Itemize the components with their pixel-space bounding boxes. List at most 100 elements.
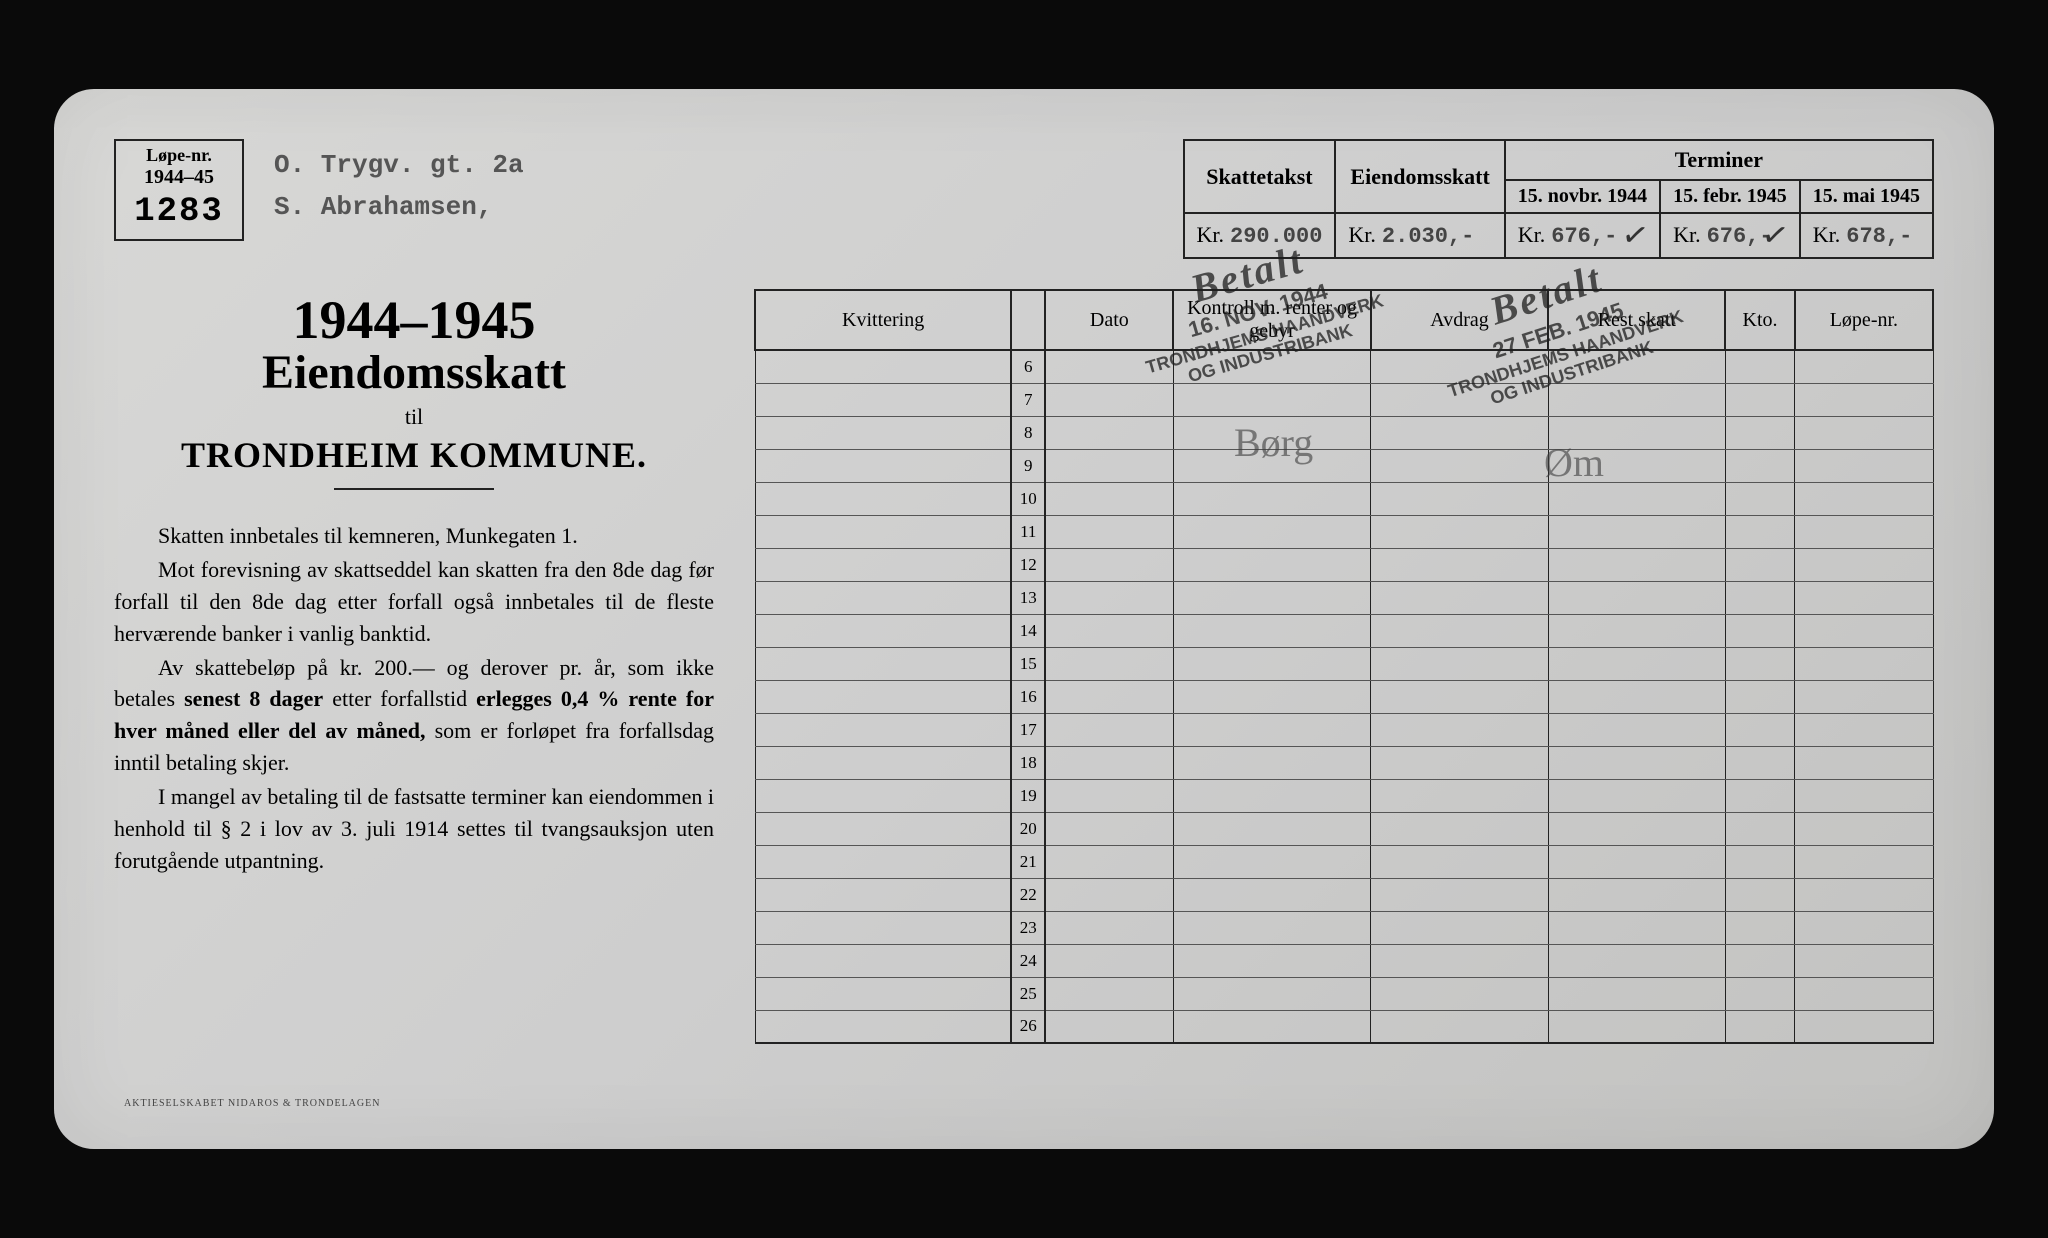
cell-rownum: 14 [1011,614,1045,647]
cell-kvittering [755,845,1011,878]
ledger-row: 25 [755,977,1933,1010]
cell-kto [1725,581,1794,614]
ledger-row: 6 [755,350,1933,383]
cell-kvittering [755,581,1011,614]
ledger-row: 26 [755,1010,1933,1043]
cell-kvittering [755,350,1011,383]
cell-avdrag [1371,350,1549,383]
cell-kontroll [1173,350,1370,383]
cell-kvittering [755,944,1011,977]
cell-kontroll [1173,581,1370,614]
cell-avdrag [1371,746,1549,779]
cell-kvittering [755,812,1011,845]
cell-rest [1548,350,1725,383]
cell-rownum: 8 [1011,416,1045,449]
cell-lope [1795,515,1933,548]
lh-kontroll: Kontroll m. renter og gebyr [1173,290,1370,350]
cell-avdrag [1371,779,1549,812]
cell-rest [1548,515,1725,548]
lope-label: Løpe-nr. [126,145,232,166]
cell-rest [1548,383,1725,416]
cell-kvittering [755,383,1011,416]
cell-rest [1548,812,1725,845]
ledger-row: 12 [755,548,1933,581]
cell-rest [1548,911,1725,944]
cell-rownum: 6 [1011,350,1045,383]
cell-kvittering [755,1010,1011,1043]
cell-dato [1045,911,1173,944]
title-rule [334,488,494,490]
cell-lope [1795,845,1933,878]
cell-lope [1795,812,1933,845]
cell-lope [1795,614,1933,647]
cell-lope [1795,383,1933,416]
cell-kto [1725,383,1794,416]
cell-lope [1795,482,1933,515]
cell-kontroll [1173,713,1370,746]
cell-kto [1725,878,1794,911]
ledger-table: Kvittering Dato Kontroll m. renter og ge… [754,289,1934,1044]
cell-lope [1795,1010,1933,1043]
cell-kontroll [1173,944,1370,977]
cell-avdrag [1371,482,1549,515]
cell-avdrag [1371,812,1549,845]
cell-kto [1725,944,1794,977]
checkmark-icon: ✓ [1759,214,1792,256]
cell-dato [1045,944,1173,977]
cell-lope [1795,911,1933,944]
para-1: Skatten innbetales til kemneren, Munkega… [114,520,714,552]
cell-avdrag [1371,614,1549,647]
cell-kto [1725,779,1794,812]
cell-rownum: 7 [1011,383,1045,416]
cell-kvittering [755,614,1011,647]
cell-kto [1725,713,1794,746]
ledger-row: 23 [755,911,1933,944]
cell-kvittering [755,647,1011,680]
term-date-1: 15. novbr. 1944 [1505,180,1660,213]
cell-kto [1725,515,1794,548]
cell-avdrag [1371,449,1549,482]
ledger-row: 24 [755,944,1933,977]
cell-eiendomsskatt: Kr.2.030,- [1335,213,1504,258]
cell-kvittering [755,779,1011,812]
lh-dato: Dato [1045,290,1173,350]
cell-kto [1725,746,1794,779]
cell-avdrag [1371,944,1549,977]
cell-kvittering [755,911,1011,944]
lh-avdrag: Avdrag [1371,290,1549,350]
cell-rest [1548,977,1725,1010]
ledger-row: 22 [755,878,1933,911]
cell-rownum: 25 [1011,977,1045,1010]
cell-dato [1045,515,1173,548]
cell-lope [1795,416,1933,449]
body-text: Skatten innbetales til kemneren, Munkega… [114,520,714,877]
para-4: I mangel av betaling til de fastsatte te… [114,781,714,877]
cell-dato [1045,581,1173,614]
cell-dato [1045,746,1173,779]
cell-avdrag [1371,647,1549,680]
cell-lope [1795,548,1933,581]
address-line2: S. Abrahamsen, [274,187,674,229]
cell-kontroll [1173,548,1370,581]
para-3: Av skattebeløp på kr. 200.— og derover p… [114,652,714,780]
cell-rest [1548,779,1725,812]
cell-kontroll [1173,680,1370,713]
address-block: O. Trygv. gt. 2a S. Abrahamsen, [274,139,674,228]
cell-dato [1045,812,1173,845]
cell-dato [1045,416,1173,449]
cell-avdrag [1371,416,1549,449]
cell-rownum: 13 [1011,581,1045,614]
cell-dato [1045,977,1173,1010]
lh-lope: Løpe-nr. [1795,290,1933,350]
ledger-row: 18 [755,746,1933,779]
cell-kvittering [755,680,1011,713]
cell-dato [1045,845,1173,878]
cell-avdrag [1371,515,1549,548]
cell-dato [1045,647,1173,680]
cell-rest [1548,1010,1725,1043]
cell-rest [1548,845,1725,878]
cell-avdrag [1371,878,1549,911]
cell-rownum: 16 [1011,680,1045,713]
cell-kto [1725,482,1794,515]
cell-skattetakst: Kr.290.000 [1184,213,1336,258]
